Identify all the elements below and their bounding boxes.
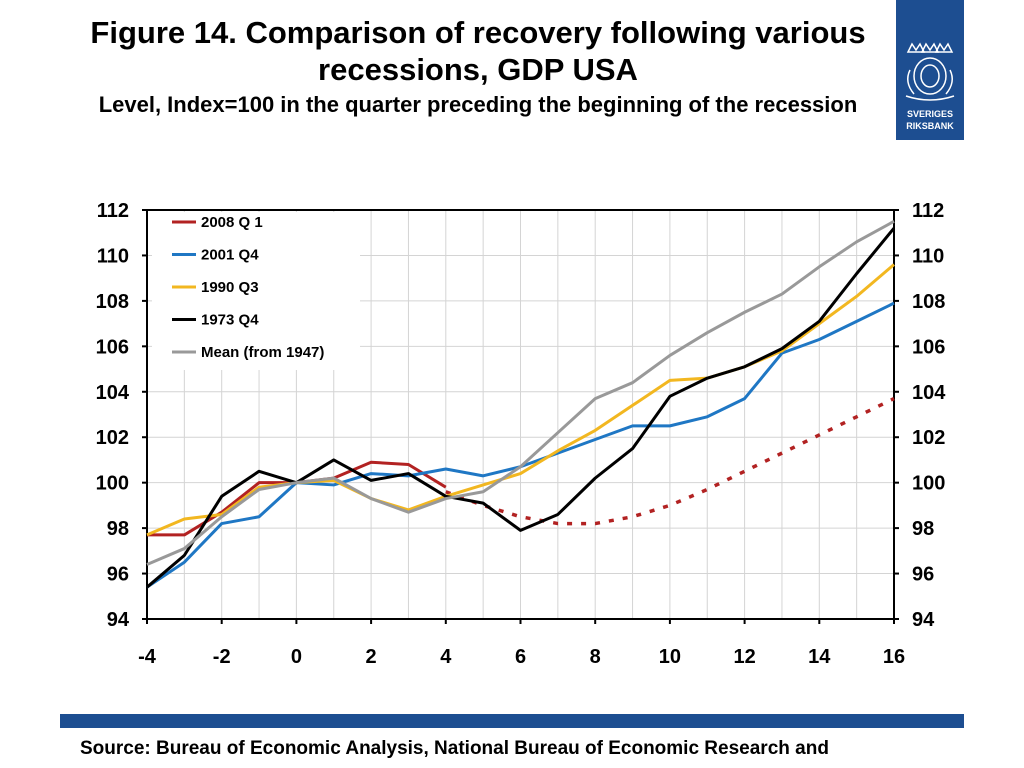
logo-text-line2: RIKSBANK	[906, 121, 954, 131]
legend-label: 1990 Q3	[201, 279, 259, 296]
legend-label: 2008 Q 1	[201, 214, 263, 231]
x-tick-label: 8	[590, 646, 601, 668]
y-tick-label-left: 98	[107, 518, 129, 540]
riksbank-logo: SVERIGES RIKSBANK	[896, 0, 964, 140]
legend-label: Mean (from 1947)	[201, 344, 324, 361]
x-tick-label: 14	[808, 646, 831, 668]
y-tick-label-right: 96	[912, 564, 934, 586]
x-tick-label: -4	[138, 646, 157, 668]
y-tick-label-left: 106	[96, 336, 129, 358]
legend-label: 1973 Q4	[201, 312, 259, 329]
y-tick-label-left: 110	[97, 245, 129, 267]
series-line-1973-q4	[146, 227, 896, 589]
x-tick-label: 16	[883, 646, 905, 668]
y-tick-label-right: 112	[912, 200, 944, 222]
y-tick-label-left: 104	[96, 382, 130, 404]
y-tick-label-right: 110	[912, 245, 944, 267]
y-tick-label-left: 112	[97, 200, 129, 222]
series-line-forecast-2008	[445, 397, 895, 526]
source-note: Source: Bureau of Economic Analysis, Nat…	[80, 738, 829, 759]
x-tick-label: 0	[291, 646, 302, 668]
y-tick-label-left: 94	[107, 609, 130, 631]
y-tick-label-right: 108	[912, 291, 945, 313]
y-tick-label-right: 94	[912, 609, 935, 631]
riksbank-emblem-icon: SVERIGES RIKSBANK	[905, 42, 954, 131]
y-tick-label-right: 100	[912, 473, 945, 495]
logo-text-line1: SVERIGES	[907, 109, 953, 119]
title-block: Figure 14. Comparison of recovery follow…	[60, 14, 896, 120]
x-tick-label: 12	[733, 646, 755, 668]
footer-bar	[60, 714, 964, 728]
x-tick-label: -2	[213, 646, 231, 668]
legend-label: 2001 Q4	[201, 247, 259, 264]
x-tick-label: 2	[366, 646, 377, 668]
figure-title: Figure 14. Comparison of recovery follow…	[90, 15, 866, 87]
y-tick-label-left: 96	[107, 564, 129, 586]
legend-box	[152, 212, 360, 370]
y-tick-label-left: 108	[96, 291, 129, 313]
y-tick-label-right: 106	[912, 336, 945, 358]
y-tick-label-right: 104	[912, 382, 946, 404]
x-tick-label: 10	[659, 646, 681, 668]
series-line-mean-from-1947	[146, 220, 895, 566]
y-tick-label-left: 102	[96, 427, 129, 449]
y-tick-label-right: 102	[912, 427, 945, 449]
x-tick-label: 4	[440, 646, 452, 668]
y-tick-label-left: 100	[96, 473, 129, 495]
y-tick-label-right: 98	[912, 518, 934, 540]
x-tick-label: 6	[515, 646, 526, 668]
figure-subtitle: Level, Index=100 in the quarter precedin…	[98, 92, 858, 117]
